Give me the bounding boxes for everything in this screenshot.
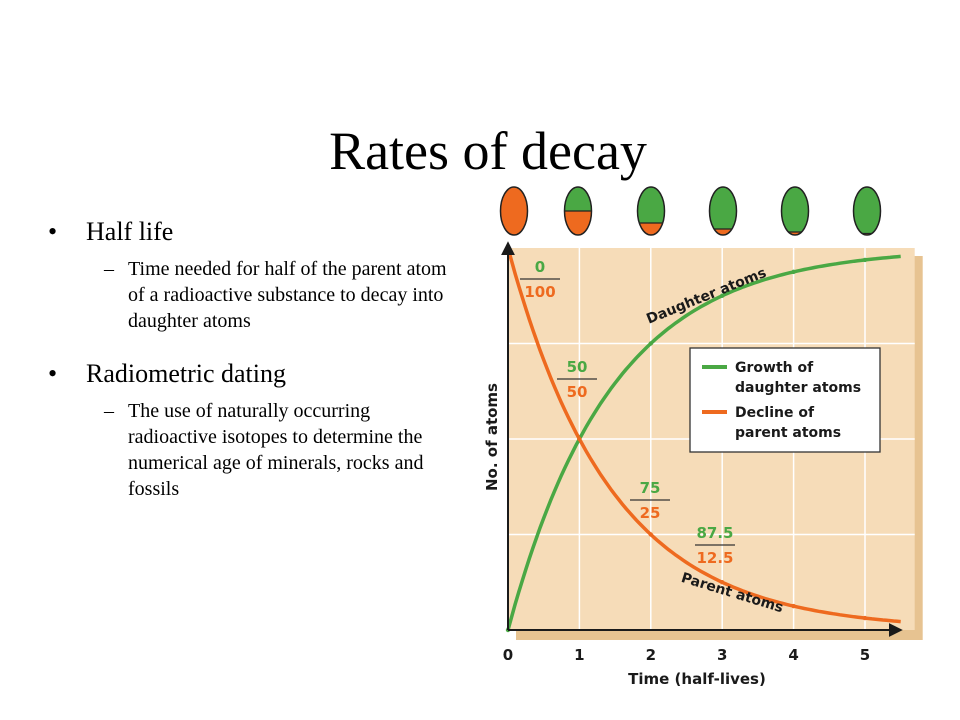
annotation-parent-value: 25: [640, 504, 661, 522]
bullet-list: Half life – Time needed for half of the …: [48, 214, 448, 524]
atom-icon: [708, 186, 738, 236]
bullet-radiometric-dating: Radiometric dating: [48, 356, 448, 392]
atom-icon-outline: [636, 186, 666, 236]
parent-atoms-curve: [506, 247, 901, 624]
atom-icon: [780, 186, 810, 236]
sub-bullet-half-life-definition: – Time needed for half of the parent ato…: [48, 256, 448, 334]
annotation-parent-value: 50: [567, 383, 588, 401]
sub-bullet-text: The use of naturally occurring radioacti…: [128, 400, 424, 500]
atom-icon-parent-fill: [500, 187, 528, 235]
daughter-atoms-curve: [506, 254, 901, 631]
atom-icon-outline: [780, 186, 810, 236]
bullet-half-life: Half life: [48, 214, 448, 250]
annotation-daughter-value: 0: [535, 258, 545, 276]
parent-data-point: [862, 615, 868, 621]
atom-icon-outline: [499, 186, 529, 236]
legend-label-daughter: daughter atoms: [735, 380, 861, 396]
x-tick-label: 3: [717, 646, 727, 664]
atom-icon-outline: [852, 186, 882, 236]
daughter-data-point: [648, 341, 653, 346]
atom-icon-parent-fill: [781, 232, 809, 235]
x-tick-label: 2: [646, 646, 656, 664]
atom-icon-outline: [708, 186, 738, 236]
x-tick-label: 5: [860, 646, 870, 664]
annotation-daughter-value: 87.5: [696, 524, 733, 542]
dash-marker: –: [104, 258, 114, 280]
legend-label-parent: parent atoms: [735, 425, 841, 441]
annotation-daughter-value: 75: [640, 479, 661, 497]
legend: Growth of daughter atoms Decline of parent …: [689, 347, 881, 453]
atom-icon-parent-fill: [564, 211, 592, 235]
sub-bullet-radiometric-definition: – The use of naturally occurring radioac…: [48, 398, 448, 502]
atom-icon-daughter-fill: [709, 187, 737, 235]
atom-icon-parent-fill: [709, 229, 737, 235]
x-tick-label: 1: [574, 646, 584, 664]
atom-icon: [563, 186, 593, 236]
x-axis-label: Time (half-lives): [628, 670, 766, 688]
daughter-data-point: [720, 293, 725, 298]
y-axis-label: No. of atoms: [483, 383, 501, 491]
dash-marker: –: [104, 400, 114, 422]
annotation-parent-value: 12.5: [696, 549, 733, 567]
slide-title: Rates of decay: [329, 121, 647, 181]
annotation-parent-value: 100: [524, 283, 555, 301]
atom-icon: [852, 186, 882, 236]
daughter-data-point: [791, 269, 796, 275]
parent-data-point: [791, 603, 796, 609]
parent-data-point: [720, 580, 725, 585]
atom-icon-daughter-fill: [853, 187, 881, 235]
x-tick-label: 0: [503, 646, 513, 664]
atom-icon-daughter-fill: [781, 187, 809, 235]
atom-icon-outline: [563, 186, 593, 236]
legend-label-daughter: Growth of: [735, 360, 814, 376]
legend-label-parent: Decline of: [735, 405, 815, 421]
x-tick-label: 4: [788, 646, 798, 664]
daughter-data-point: [862, 257, 868, 263]
annotation-daughter-value: 50: [567, 358, 588, 376]
atom-icon: [499, 186, 529, 236]
sub-bullet-text: Time needed for half of the parent atom …: [128, 258, 447, 332]
parent-data-point: [648, 532, 653, 537]
atom-icon: [636, 186, 666, 236]
parent-data-point: [577, 436, 582, 442]
